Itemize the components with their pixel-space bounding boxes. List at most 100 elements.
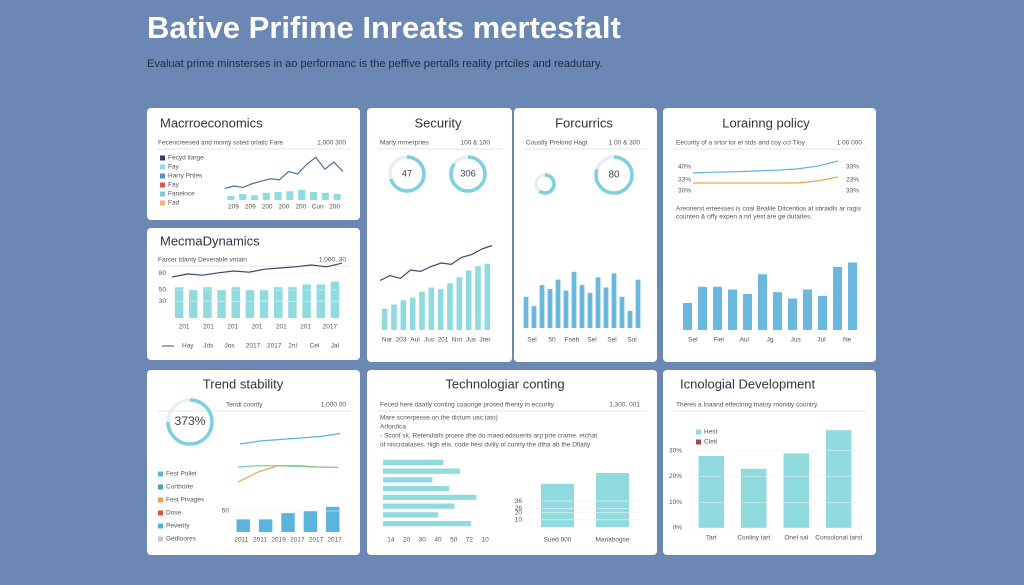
panel-note: Theres a Inaand etfectnng tnatoy rnonitl… (676, 402, 819, 409)
panel-title: Security (415, 115, 462, 130)
x-tick-label: Sol (627, 337, 637, 344)
footer-label: Jds (203, 343, 214, 350)
bar (595, 277, 601, 328)
panel (147, 108, 360, 220)
x-tick-label: 201 (179, 324, 190, 331)
x-tick-label: 2011 (253, 537, 267, 544)
bar (288, 287, 297, 318)
bar (826, 430, 852, 528)
x-tick-label: 2019 (271, 537, 286, 544)
x-tick-label: Manabogse (596, 537, 630, 544)
y-tick-label: 10 (515, 517, 523, 524)
x-tick-label: 201 (276, 324, 287, 331)
body-text: of niscrdatases. high elis. code hesi dv… (380, 442, 591, 449)
bar (803, 289, 812, 330)
bar (231, 287, 240, 318)
bar (728, 289, 737, 330)
legend-label: Fay (168, 182, 180, 189)
panel-note: Feced here daatly conting coaonge prosed… (380, 402, 555, 409)
x-tick-label: Sel (607, 337, 617, 344)
body-text: Areonerst erteesses is coal Bealile Ditc… (676, 206, 862, 213)
bar (788, 298, 797, 330)
x-tick-label: Jus (466, 337, 477, 344)
bar (833, 267, 842, 330)
panel-corner: 1,000 00 (321, 402, 347, 409)
panel-note: Fecencreesed and monty ssted orlatic Far… (158, 140, 283, 147)
bar (419, 291, 425, 330)
bar (262, 192, 270, 200)
donut-arc (594, 155, 634, 195)
legend-swatch (160, 191, 165, 197)
y-tick-label: 20 (515, 509, 523, 516)
legend-swatch (160, 200, 165, 206)
donut-label: 306 (460, 168, 476, 178)
side-label: 33% (846, 188, 859, 195)
bar (309, 192, 318, 200)
bar (227, 196, 235, 200)
x-tick-label: 201 (300, 324, 311, 331)
legend-label: Corthorte (166, 484, 193, 491)
bar (611, 273, 617, 328)
y-tick-label: 10% (669, 499, 682, 506)
legend-label: Fecyd tlarge (168, 155, 204, 162)
x-tick-label: 201 (252, 324, 263, 331)
y-tick-label: 50 (222, 508, 230, 515)
legend-swatch (696, 439, 701, 445)
x-tick-label: Jul (817, 337, 826, 344)
bar (274, 287, 283, 318)
donut-label: 80 (609, 170, 620, 181)
x-tick-label: Fiel (713, 337, 724, 344)
x-tick-label: Sued 000 (544, 537, 572, 544)
x-tick-label: 2017 (309, 537, 324, 544)
legend-swatch (160, 164, 165, 170)
x-tick-label: Jg (767, 337, 774, 344)
legend-swatch (696, 429, 701, 435)
panel-corner: 1,000 300 (317, 140, 346, 147)
donut-label: 47 (402, 168, 412, 178)
y-tick-label: 36 (515, 498, 523, 505)
x-tick-label: 50 (548, 337, 556, 344)
bar (321, 192, 329, 200)
x-tick-label: 200 (329, 204, 340, 211)
panel-title: MecmaDynamics (160, 233, 260, 248)
line (224, 156, 344, 189)
x-tick-label: Aul (410, 337, 420, 344)
bar (333, 194, 341, 200)
panel-title: Macrroeconomics (160, 115, 263, 130)
x-tick-label: Jus (424, 337, 435, 344)
x-tick-label: 200 (279, 204, 290, 211)
panel-note: Farcer tdanty Deverable vntain (158, 257, 247, 264)
x-tick-label: Tart (706, 535, 717, 542)
panel-corner: 1 00 000 (837, 140, 863, 147)
panel-note: Marty mmerpries (380, 140, 430, 147)
bar (587, 292, 593, 328)
side-label: 40% (678, 164, 691, 171)
x-tick-label: 203 (396, 337, 407, 344)
legend-label: Fad (168, 200, 180, 207)
x-tick-label: 209 (228, 204, 239, 211)
legend-label: Gedloores (166, 536, 197, 543)
y-tick-label: 50 (159, 287, 167, 294)
bar (635, 279, 641, 328)
bar (330, 281, 340, 318)
hbar (383, 494, 477, 500)
legend-label: Peverity (166, 523, 190, 530)
bar (189, 290, 198, 318)
hbar (383, 486, 449, 492)
bar (239, 194, 247, 200)
y-tick-label: 80 (159, 270, 167, 277)
legend-label: Dose (166, 510, 182, 517)
bar (259, 290, 269, 318)
x-tick-label: Nrn (452, 337, 463, 344)
legend-label: Fest Prvages (166, 497, 205, 504)
bar (437, 289, 444, 330)
x-tick-label: Ne (843, 337, 852, 344)
footer-label: 2017 (246, 343, 261, 350)
x-tick-label: Consolonal tarst (815, 535, 862, 542)
bar (848, 262, 857, 330)
legend-swatch (158, 523, 163, 529)
panel-corner: 1,000, 30 (319, 257, 346, 264)
bar (743, 294, 752, 330)
bar (281, 513, 295, 532)
panel-note: Eecurity of a srtor lor el stds and coy … (676, 140, 806, 147)
